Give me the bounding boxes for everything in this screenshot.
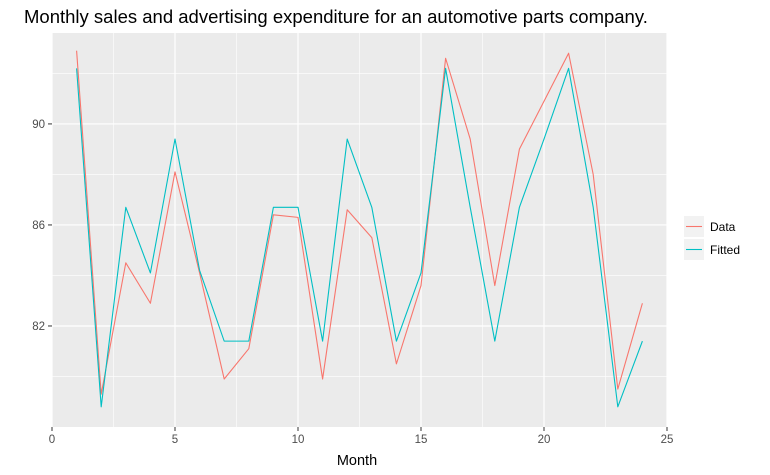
y-tick-label: 86 [32, 220, 45, 232]
y-tick-label: 82 [32, 321, 45, 333]
x-tick-label: 25 [661, 434, 674, 446]
legend-label-fitted: Fitted [710, 243, 740, 257]
tick-labels: 0 5 10 15 20 25 82 86 90 [32, 119, 673, 446]
series-layer [76, 50, 643, 408]
chart-title: Monthly sales and advertising expenditur… [24, 6, 648, 27]
minor-gridlines [52, 33, 667, 427]
x-tick-label: 10 [292, 434, 305, 446]
series-line-data [76, 50, 643, 395]
x-tick-label: 15 [415, 434, 428, 446]
x-axis-title: Month [337, 453, 377, 469]
legend: Data Fitted [684, 216, 740, 260]
legend-label-data: Data [710, 220, 736, 234]
axis-ticks [48, 123, 668, 431]
x-tick-label: 20 [538, 434, 551, 446]
series-line-fitted [76, 67, 643, 408]
x-tick-label: 5 [172, 434, 178, 446]
major-gridlines [51, 33, 668, 427]
x-tick-label: 0 [49, 434, 55, 446]
y-tick-label: 90 [32, 119, 45, 131]
